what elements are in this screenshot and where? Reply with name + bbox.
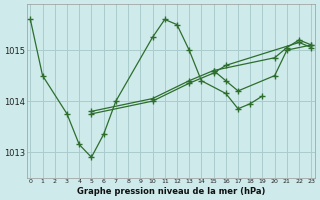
X-axis label: Graphe pression niveau de la mer (hPa): Graphe pression niveau de la mer (hPa) [77, 187, 265, 196]
